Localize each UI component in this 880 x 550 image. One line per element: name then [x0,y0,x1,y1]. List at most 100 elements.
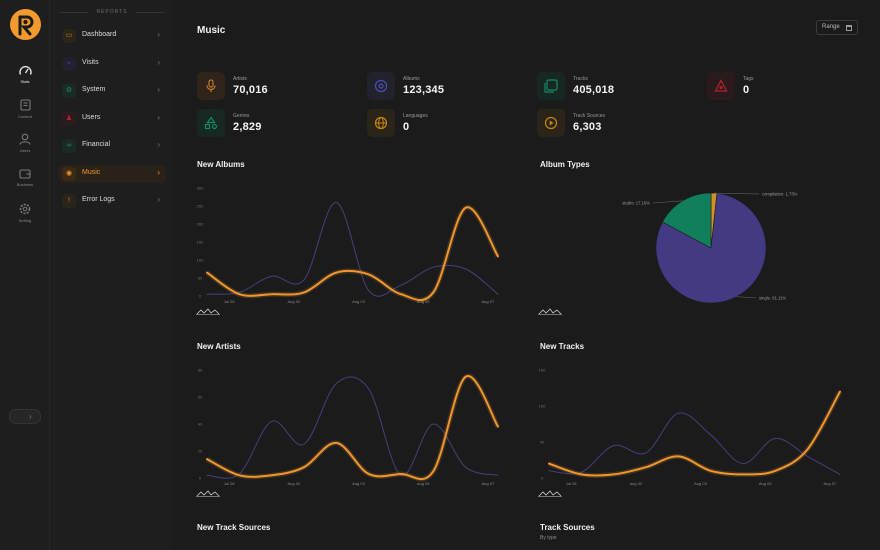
x-tick-label: Aug 03 [352,481,365,486]
app-logo-icon[interactable] [10,9,41,40]
section-title-new-track-sources: New Track Sources [197,523,271,532]
x-tick-label: Aug 02 [287,481,300,486]
gear-icon [19,203,31,215]
sidebar-item-visits[interactable]: ⌁ Visits › [58,55,166,73]
calendar-icon [846,25,852,31]
wallet-icon [19,169,31,179]
x-tick-label: Aug 07 [823,481,836,486]
x-tick-label: Aug 03 [352,299,365,304]
chevron-right-icon: › [157,30,160,39]
rail-label: Users [19,148,31,153]
y-tick-label: 100 [197,258,204,263]
x-tick-label: Aug 05 [759,481,772,486]
sidebar-item-label: Financial [82,141,111,148]
section-title-track-sources: Track Sources [540,523,595,532]
financial-icon: ∞ [62,139,76,153]
stat-value: 70,016 [233,84,268,96]
x-tick-label: Jul 28 [566,481,577,486]
y-tick-label: 250 [197,204,204,209]
y-tick-label: 0 [541,476,544,481]
user-icon [19,133,31,145]
sparkline-icon [538,490,562,497]
y-tick-label: 50 [540,440,545,445]
globe-icon [367,109,395,137]
primary-series-line [206,206,499,302]
chevron-right-icon: › [157,140,160,149]
genres-icon [197,109,225,137]
stat-value: 2,829 [233,121,262,133]
play-icon [537,109,565,137]
y-tick-label: 60 [198,395,203,400]
rail-label: Setting [18,218,32,223]
chevron-right-icon: › [157,58,160,67]
sparkline-icon [196,490,220,497]
x-tick-label: Aug 02 [287,299,300,304]
sidebar-item-label: System [82,86,106,93]
dashboard-icon: ▭ [62,29,76,43]
pie-label-compilation: compilation: 1.73% [762,192,798,197]
stat-label: Tracks [573,76,588,82]
x-tick-label: Aug 05 [417,299,430,304]
chevron-right-icon: › [157,85,160,94]
range-button[interactable]: Range [816,20,858,35]
pie-label-studio: studio: 17.16% [622,201,650,206]
stat-card-albums: Albums 123,345 [367,72,527,102]
stat-label: Track Sources [573,113,606,119]
stat-value: 0 [403,121,410,133]
section-title-new-tracks: New Tracks [540,342,585,351]
pie-label-leader [736,296,757,299]
sidebar-title: REPORTS [60,9,164,15]
sidebar-item-music[interactable]: ◉ Music › [58,165,166,183]
visits-icon: ⌁ [62,57,76,71]
album-types-pie-chart: compilation: 1.73% studio: 17.16% single: … [538,192,798,315]
sidebar-item-dashboard[interactable]: ▭ Dashboard › [58,27,166,45]
chevron-right-icon: › [157,195,160,204]
collapse-toggle[interactable] [9,409,41,424]
sidebar-item-users[interactable]: ♟ Users › [58,110,166,128]
error-icon: ! [62,194,76,208]
rail-item-content[interactable]: Content [0,99,50,119]
stat-value: 405,018 [573,84,615,96]
sidebar-item-label: Visits [82,59,99,66]
primary-series-glow [205,373,501,482]
stat-value: 123,345 [403,84,445,96]
y-tick-label: 50 [198,276,203,281]
x-tick-label: Aug 07 [481,299,494,304]
reports-sidebar: REPORTS ▭ Dashboard › ⌁ Visits › ⚙ Syste… [50,0,174,550]
rail-item-stats[interactable]: Stats [0,65,50,84]
sidebar-item-system[interactable]: ⚙ System › [58,82,166,100]
section-title-new-albums: New Albums [197,160,245,169]
rail-item-setting[interactable]: Setting [0,203,50,223]
rail-item-users[interactable]: Users [0,133,50,153]
y-tick-label: 150 [539,368,546,373]
section-title-new-artists: New Artists [197,342,241,351]
y-tick-label: 100 [539,404,546,409]
rail-item-business[interactable]: Business [0,168,50,187]
y-tick-label: 40 [198,422,203,427]
new-albums-chart: 0 50 100 150 200 250 300 Jul 28 Aug 02 Aug 03 Aug … [196,186,501,315]
stat-card-track-sources: Track Sources 6,303 [537,109,697,139]
stat-card-artists: Artists 70,016 [197,72,357,102]
document-icon [19,99,31,111]
chevron-right-icon: › [157,113,160,122]
y-tick-label: 300 [197,186,204,191]
sidebar-item-financial[interactable]: ∞ Financial › [58,137,166,155]
rail-label: Business [16,182,34,187]
stat-label: Genres [233,113,250,119]
sidebar-item-label: Dashboard [82,31,117,38]
secondary-series-line [206,201,499,297]
y-tick-label: 20 [198,449,203,454]
tag-icon [707,72,735,100]
y-tick-label: 0 [199,476,202,481]
users-icon: ♟ [62,112,76,126]
stat-label: Artists [233,76,247,82]
x-tick-label: Jul 28 [224,299,235,304]
stat-value: 0 [743,84,750,96]
icon-rail: Stats Content Users Business Setting [0,0,50,550]
secondary-series-line [548,412,841,475]
primary-series-glow [205,205,501,303]
pie-label-single: single: 81.11% [759,296,786,301]
sidebar-item-error-logs[interactable]: ! Error Logs › [58,192,166,210]
stat-label: Languages [403,113,428,119]
x-tick-label: Aug 05 [417,481,430,486]
